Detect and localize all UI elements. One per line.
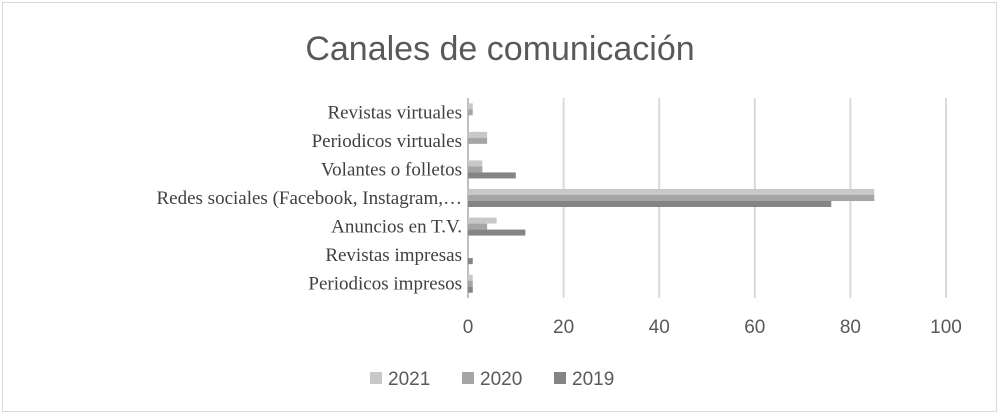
category-label: Periodicos impresos [308, 274, 462, 295]
x-tick-label: 100 [930, 317, 962, 338]
category-label: Volantes o folletos [321, 159, 462, 180]
bar-2019 [468, 258, 473, 265]
category-label: Anuncios en T.V. [331, 217, 462, 238]
bar-2019 [468, 201, 832, 207]
category-label: Redes sociales (Facebook, Instagram,… [157, 188, 463, 209]
bar-2020 [468, 223, 488, 230]
x-tick-label: 60 [744, 317, 765, 338]
legend-swatch-2020 [462, 372, 474, 384]
x-tick-label: 40 [649, 317, 670, 338]
bar-2020 [468, 195, 875, 201]
chart-border [2, 2, 997, 412]
bar-2021 [468, 131, 488, 138]
x-tick-label: 0 [463, 317, 474, 338]
legend-swatch-2019 [554, 372, 566, 384]
bar-2021 [468, 189, 875, 195]
category-label: Revistas virtuales [327, 102, 462, 123]
bar-2021 [468, 160, 483, 167]
bar-2021 [468, 274, 473, 281]
bar-2020 [468, 137, 488, 144]
legend-label: 2019 [572, 369, 614, 390]
bar-2020 [468, 280, 473, 287]
bar-2021 [468, 217, 497, 224]
bar-2019 [468, 172, 516, 179]
category-label: Revistas impresas [325, 245, 462, 266]
legend-label: 2020 [480, 369, 522, 390]
x-tick-label: 80 [840, 317, 861, 338]
bar-2020 [468, 166, 483, 173]
legend-label: 2021 [388, 369, 430, 390]
bar-2019 [468, 229, 526, 236]
chart-title: Canales de comunicación [305, 30, 694, 68]
bar-2019 [468, 286, 473, 293]
bar-2021 [468, 103, 473, 110]
x-tick-label: 20 [553, 317, 574, 338]
bar-2020 [468, 109, 473, 116]
category-label: Periodicos virtuales [312, 131, 462, 152]
legend-swatch-2021 [370, 372, 382, 384]
